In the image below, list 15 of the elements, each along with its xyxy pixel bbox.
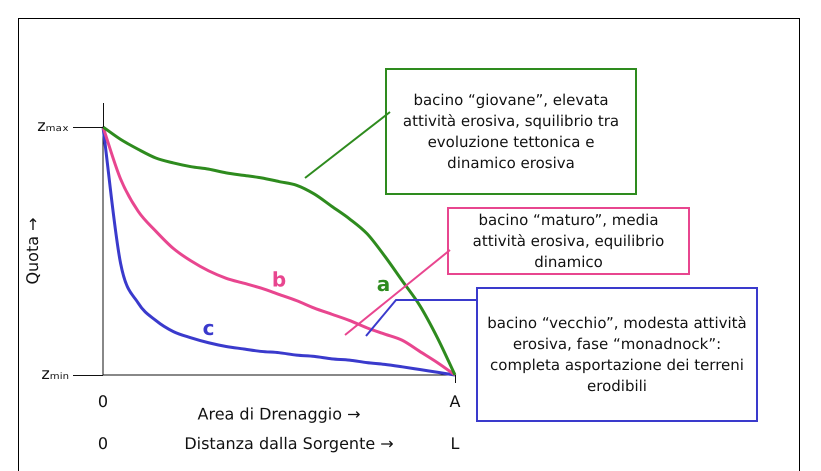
text: bacino “maturo”, media attività erosiva, equilibrio dinamico — [472, 210, 666, 272]
text: 0 — [98, 392, 108, 412]
y-axis-title: Quota → — [22, 217, 42, 285]
text: 0 — [98, 434, 108, 454]
text: bacino “vecchio”, modesta attività erosiva, fase “monadnock”: completa asportazione dei terreni erodibili — [486, 312, 748, 396]
text: zₘₐₓ — [37, 116, 69, 136]
text: L — [450, 434, 460, 454]
series-label: b — [272, 267, 286, 292]
annotation: bacino “giovane”, elevata attività erosiva, squilibrio tra evoluzione tettonica e dinamico erosiva — [402, 90, 620, 174]
series-label: a — [376, 272, 390, 296]
text: Distanza dalla Sorgente → — [184, 434, 394, 454]
series-label: c — [202, 316, 215, 340]
text: A — [450, 392, 461, 412]
x-axis-title: Area di Drenaggio → — [198, 404, 360, 424]
text: zₘᵢₙ — [41, 364, 69, 384]
